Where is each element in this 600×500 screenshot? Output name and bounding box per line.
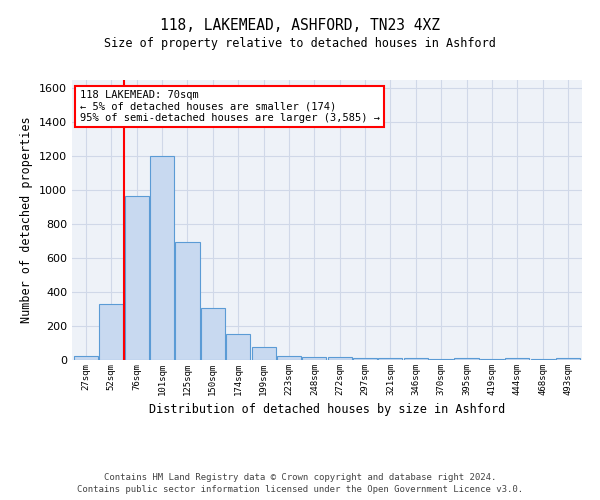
Bar xyxy=(379,358,403,360)
Bar xyxy=(150,156,174,360)
Bar xyxy=(530,359,555,360)
X-axis label: Distribution of detached houses by size in Ashford: Distribution of detached houses by size … xyxy=(149,404,505,416)
Text: Size of property relative to detached houses in Ashford: Size of property relative to detached ho… xyxy=(104,38,496,51)
Bar xyxy=(302,358,326,360)
Bar xyxy=(556,358,580,360)
Bar xyxy=(429,359,453,360)
Bar xyxy=(74,356,98,360)
Bar xyxy=(99,304,124,360)
Bar xyxy=(328,358,352,360)
Bar xyxy=(251,347,275,360)
Bar xyxy=(277,356,301,360)
Bar xyxy=(404,358,428,360)
Text: Contains public sector information licensed under the Open Government Licence v3: Contains public sector information licen… xyxy=(77,485,523,494)
Bar xyxy=(226,334,250,360)
Bar xyxy=(505,358,529,360)
Text: 118 LAKEMEAD: 70sqm
← 5% of detached houses are smaller (174)
95% of semi-detach: 118 LAKEMEAD: 70sqm ← 5% of detached hou… xyxy=(80,90,380,123)
Y-axis label: Number of detached properties: Number of detached properties xyxy=(20,116,34,324)
Text: Contains HM Land Registry data © Crown copyright and database right 2024.: Contains HM Land Registry data © Crown c… xyxy=(104,472,496,482)
Bar xyxy=(201,308,225,360)
Text: 118, LAKEMEAD, ASHFORD, TN23 4XZ: 118, LAKEMEAD, ASHFORD, TN23 4XZ xyxy=(160,18,440,32)
Bar xyxy=(480,359,504,360)
Bar xyxy=(125,196,149,360)
Bar xyxy=(455,358,479,360)
Bar xyxy=(175,242,199,360)
Bar xyxy=(353,358,377,360)
